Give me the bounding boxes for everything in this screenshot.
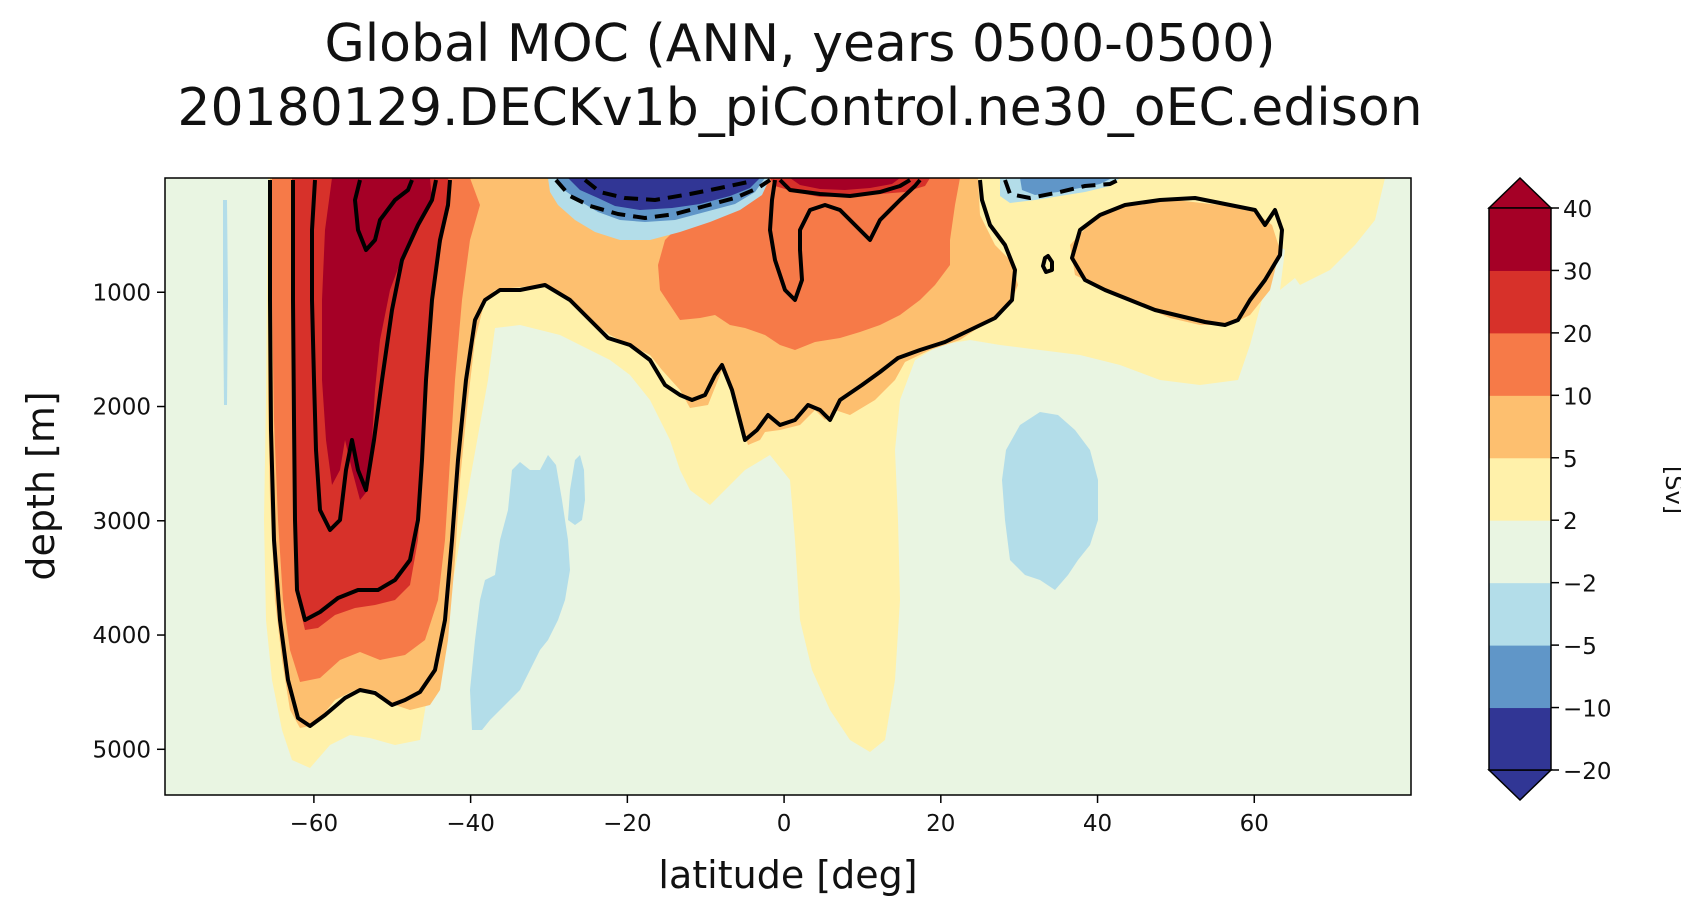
contour-30-center [778,178,912,198]
x-tick-label: 60 [1240,811,1269,837]
contour-20-south [291,179,452,622]
x-tick-label: −40 [446,811,495,837]
colorbar-tick-label: 20 [1563,322,1592,348]
contour-10-neg-inner [583,178,749,202]
y-tick-label: 3000 [92,509,151,535]
colorbar-swatch [1489,582,1551,646]
contour-20-center [768,178,922,302]
fill-level-neg10-20 [568,178,760,210]
fill-deep-neg-4 [223,200,228,405]
fill-level-10-20-center [560,178,960,350]
plot-frame [164,177,1412,796]
colorbar-tick-label: 40 [1563,197,1592,223]
colorbar-tick-label: 2 [1563,509,1578,535]
contour-5-main [268,179,1017,728]
colorbar-swatch [1489,457,1551,521]
contour-fills [165,178,1411,795]
y-axis-ticks: 1000 2000 3000 4000 5000 [92,280,165,763]
contour-5-north [1070,196,1284,327]
colorbar-extend-under [1487,769,1553,802]
x-tick-label: 40 [1083,811,1112,837]
y-tick-label: 1000 [92,280,151,306]
colorbar-tick-label: 10 [1563,384,1592,410]
colorbar: −20 −10 −5 −2 2 5 10 20 30 40 [1487,176,1612,802]
x-tick-label: 20 [926,811,955,837]
contour-lines [268,178,1284,728]
x-tick-label: −60 [290,811,339,837]
fill-deep-neg-2 [568,455,585,525]
y-tick-label: 4000 [92,623,151,649]
contour-30-south [310,179,438,532]
contour-5-neg-outer [554,178,772,220]
colorbar-label: [Sv] [1660,466,1681,514]
colorbar-swatch [1489,332,1551,396]
y-axis-label: depth [m] [19,391,63,580]
fill-level-30-plus-center [790,178,900,190]
colorbar-swatch [1489,270,1551,334]
x-axis-label: latitude [deg] [658,853,917,897]
colorbar-tick-label: 30 [1563,259,1592,285]
fill-deep-neg-1 [470,455,570,730]
colorbar-tick-label: −5 [1563,634,1597,660]
colorbar-tick-label: −20 [1563,759,1612,785]
colorbar-tick-label: 5 [1563,447,1578,473]
x-axis-ticks: −60 −40 −20 0 20 40 60 [290,795,1269,837]
colorbar-tick-label: −2 [1563,572,1597,598]
y-tick-label: 2000 [92,395,151,421]
colorbar-tick-label: −10 [1563,697,1612,723]
contour-30-south-inner [353,179,414,252]
contour-5-neg-north [1003,178,1119,200]
fill-deep-neg-3 [1002,412,1098,590]
colorbar-extend-over [1487,176,1553,209]
fill-level-neg-north-mid [1020,178,1112,195]
colorbar-swatch [1489,520,1551,584]
colorbar-frame [1488,207,1552,771]
colorbar-swatch [1489,208,1551,271]
y-tick-label: 5000 [92,737,151,763]
chart-title: Global MOC (ANN, years 0500-0500) [324,14,1276,74]
fill-level-2-5 [264,178,1385,768]
fill-level-5-10-north [1070,200,1280,325]
fill-level-30-plus [322,178,432,500]
contour-5-small [1041,254,1054,274]
x-tick-label: 0 [777,811,792,837]
chart-subtitle: 20180129.DECKv1b_piControl.ne30_oEC.edis… [177,78,1423,138]
colorbar-swatch [1489,395,1551,459]
x-tick-label: −20 [603,811,652,837]
colorbar-swatch [1489,645,1551,709]
colorbar-swatch [1489,707,1551,771]
